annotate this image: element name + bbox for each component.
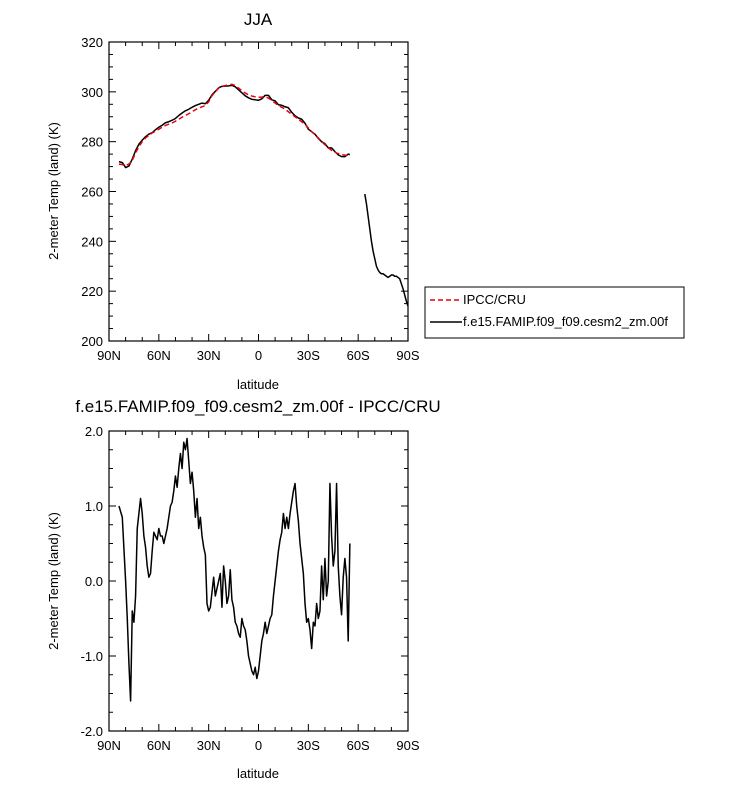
bottom-x-tick-label: 30N — [197, 738, 221, 753]
bottom-chart-title: f.e15.FAMIP.f09_f09.cesm2_zm.00f - IPCC/… — [75, 397, 440, 416]
top-x-tick-label: 90N — [97, 348, 121, 363]
top-axes: 90N 60N 30N 0 30S 60S 90S 200 220 240 260 280 300 320 — [81, 35, 420, 363]
top-x-axis-label: latitude — [237, 377, 279, 392]
bottom-x-axis-label: latitude — [237, 766, 279, 781]
bottom-x-tick-label: 30S — [297, 738, 320, 753]
bottom-y-tick-label: -1.0 — [81, 649, 103, 664]
top-series-line-2 — [364, 193, 408, 307]
top-plot-area — [118, 83, 408, 307]
top-x-tick-label: 90S — [396, 348, 419, 363]
bottom-y-tick-label: 2.0 — [85, 424, 103, 439]
top-series-line-1 — [118, 84, 351, 169]
top-y-tick-label: 200 — [81, 334, 103, 349]
bottom-panel: f.e15.FAMIP.f09_f09.cesm2_zm.00f - IPCC/… — [46, 397, 441, 781]
top-y-tick-label: 320 — [81, 35, 103, 50]
bottom-y-axis-label: 2-meter Temp (land) (K) — [46, 512, 61, 650]
top-y-axis-label: 2-meter Temp (land) (K) — [46, 122, 61, 260]
bottom-y-tick-label: 0.0 — [85, 574, 103, 589]
bottom-series-line-0 — [118, 437, 351, 702]
top-x-tick-label: 60N — [147, 348, 171, 363]
bottom-plot-frame — [108, 430, 409, 732]
top-x-tick-label: 30N — [197, 348, 221, 363]
bottom-x-tick-label: 0 — [255, 738, 262, 753]
top-x-tick-label: 0 — [255, 348, 262, 363]
bottom-x-tick-label: 60N — [147, 738, 171, 753]
top-y-tick-label: 240 — [81, 234, 103, 249]
bottom-axes: 90N 60N 30N 0 30S 60S 90S -2.0 -1.0 0.0 1.0 2.0 — [81, 424, 420, 753]
top-x-tick-label: 30S — [297, 348, 320, 363]
top-x-tick-label: 60S — [347, 348, 370, 363]
bottom-plot-area — [118, 437, 351, 702]
bottom-y-tick-label: 1.0 — [85, 499, 103, 514]
top-series-line-0 — [118, 83, 350, 167]
bottom-x-tick-label: 60S — [347, 738, 370, 753]
top-y-tick-label: 300 — [81, 85, 103, 100]
legend-entry-ipcc-cru: IPCC/CRU — [463, 292, 526, 307]
top-legend: IPCC/CRU f.e15.FAMIP.f09_f09.cesm2_zm.00… — [424, 286, 685, 339]
legend-entry-model: f.e15.FAMIP.f09_f09.cesm2_zm.00f — [463, 314, 668, 329]
top-y-tick-label: 280 — [81, 135, 103, 150]
top-panel: JJA 90N 60N 30N 0 30S 60S 90S 200 220 240 260 280 30… — [46, 10, 685, 392]
bottom-x-tick-label: 90N — [97, 738, 121, 753]
bottom-x-tick-label: 90S — [396, 738, 419, 753]
legend-box — [424, 286, 685, 339]
top-y-tick-label: 220 — [81, 284, 103, 299]
bottom-y-tick-label: -2.0 — [81, 724, 103, 739]
top-plot-frame — [108, 41, 409, 342]
top-chart-title: JJA — [244, 10, 273, 29]
top-y-tick-label: 260 — [81, 185, 103, 200]
